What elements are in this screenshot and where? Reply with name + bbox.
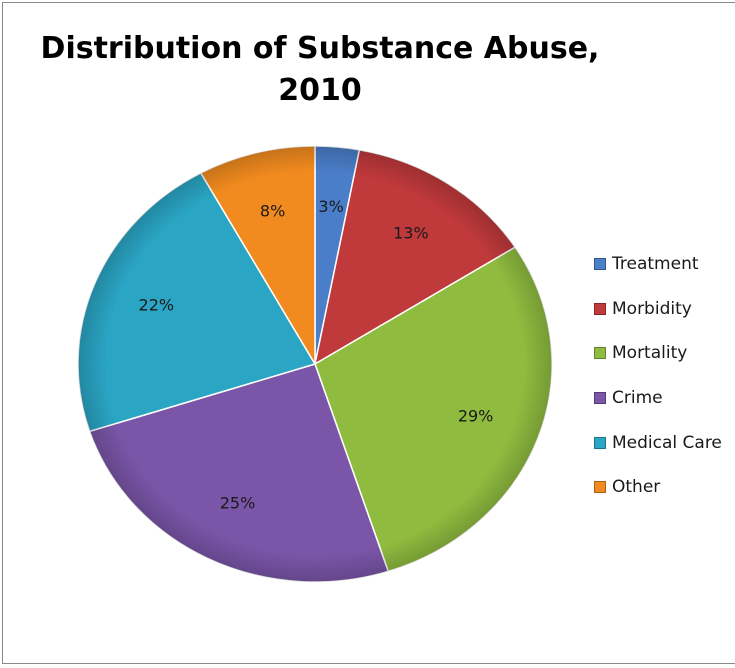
slice-label-treatment: 3% bbox=[318, 197, 343, 216]
legend-label-treatment: Treatment bbox=[612, 254, 699, 274]
legend-label-morbidity: Morbidity bbox=[612, 298, 692, 319]
legend-swatch-treatment bbox=[594, 258, 606, 270]
legend-item-mortality: Mortality bbox=[594, 342, 722, 387]
legend-item-morbidity: Morbidity bbox=[594, 298, 722, 343]
legend-label-mortality: Mortality bbox=[612, 343, 688, 364]
legend-label-other: Other bbox=[612, 477, 661, 498]
legend-item-treatment: Treatment bbox=[594, 253, 722, 298]
legend-item-crime: Crime bbox=[594, 387, 722, 432]
slice-label-crime: 25% bbox=[220, 493, 256, 512]
legend: Treatment Morbidity Mortality Crime Medi… bbox=[594, 253, 722, 521]
slice-label-mortality: 29% bbox=[458, 407, 494, 426]
legend-label-medical-care: Medical Care bbox=[612, 432, 722, 453]
legend-label-crime: Crime bbox=[612, 388, 663, 409]
legend-swatch-medical-care bbox=[594, 436, 606, 449]
chart-title: Distribution of Substance Abuse, 2010 bbox=[0, 28, 640, 112]
legend-swatch-morbidity bbox=[594, 302, 606, 315]
slice-label-other: 8% bbox=[260, 202, 285, 221]
legend-swatch-mortality bbox=[594, 347, 606, 360]
chart-title-line-2: 2010 bbox=[278, 73, 362, 108]
chart-title-line-1: Distribution of Substance Abuse, bbox=[40, 31, 600, 66]
legend-swatch-other bbox=[594, 481, 606, 494]
legend-item-medical-care: Medical Care bbox=[594, 432, 722, 477]
slice-label-medical-care: 22% bbox=[139, 296, 175, 315]
slice-label-morbidity: 13% bbox=[393, 224, 429, 243]
legend-item-other: Other bbox=[594, 476, 722, 521]
legend-swatch-crime bbox=[594, 392, 606, 405]
